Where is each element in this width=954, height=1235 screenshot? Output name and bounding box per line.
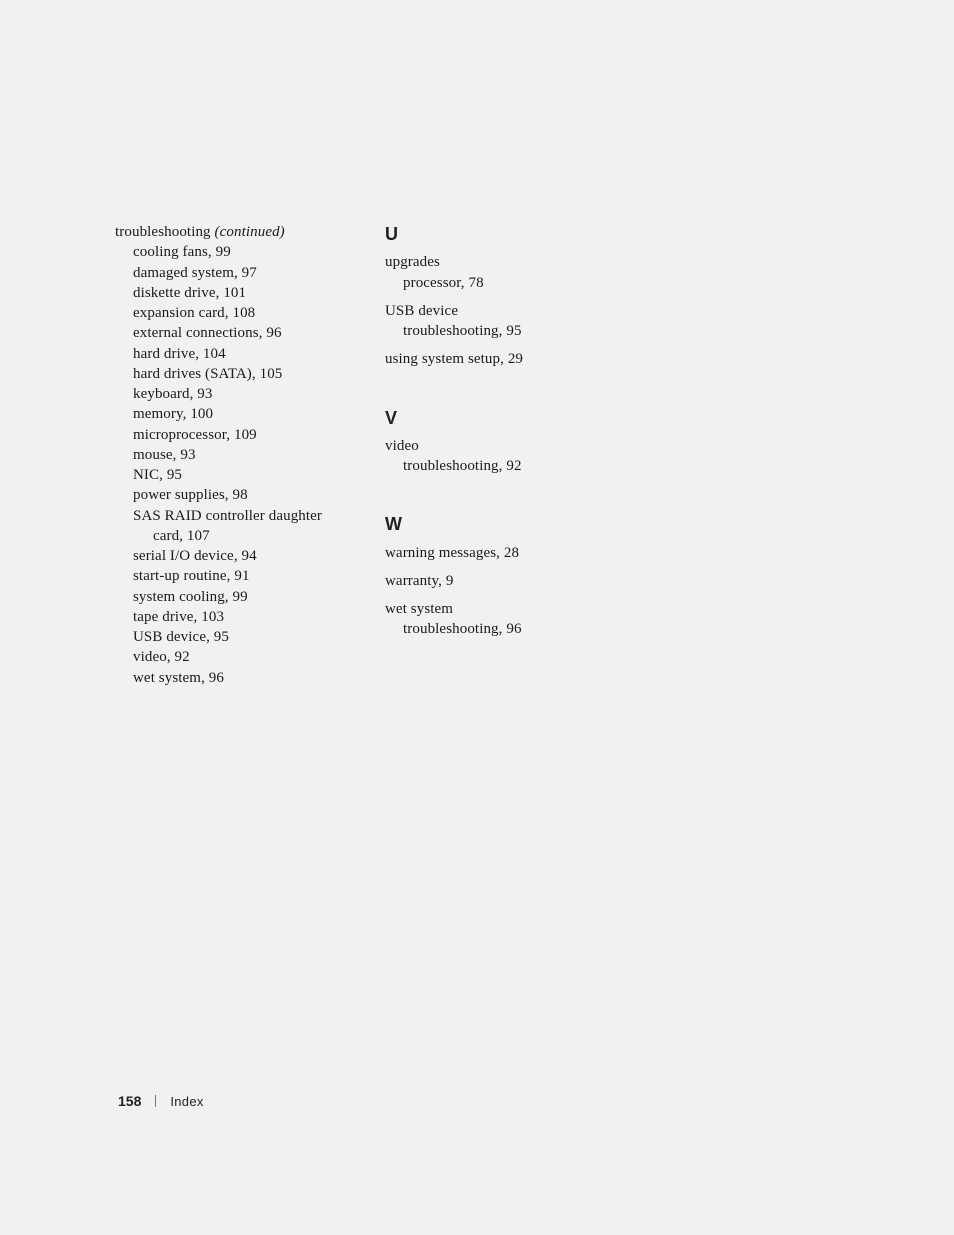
- index-subentry: troubleshooting, 96: [385, 619, 645, 639]
- index-subentry: hard drives (SATA), 105: [115, 364, 355, 384]
- page: troubleshooting (continued) cooling fans…: [0, 0, 954, 1235]
- index-subentry: expansion card, 108: [115, 303, 355, 323]
- index-section-letter: W: [385, 512, 645, 536]
- left-subentries: cooling fans, 99damaged system, 97disket…: [115, 242, 355, 688]
- right-column: Uupgradesprocessor, 78USB devicetroubles…: [385, 222, 645, 688]
- index-content: troubleshooting (continued) cooling fans…: [115, 222, 815, 688]
- index-section-letter: V: [385, 406, 645, 430]
- index-entry: using system setup, 29: [385, 349, 645, 369]
- index-section-letter: U: [385, 222, 645, 246]
- index-subentry: wet system, 96: [115, 668, 355, 688]
- index-subentry: USB device, 95: [115, 627, 355, 647]
- index-entry: warning messages, 28: [385, 543, 645, 563]
- footer-divider: [155, 1095, 156, 1107]
- index-subentry: video, 92: [115, 647, 355, 667]
- index-entry: warranty, 9: [385, 571, 645, 591]
- entry-term: troubleshooting: [115, 224, 211, 240]
- index-subentry: memory, 100: [115, 404, 355, 424]
- index-entry: wet system: [385, 599, 645, 619]
- page-number: 158: [118, 1093, 141, 1109]
- index-entry: USB device: [385, 301, 645, 321]
- index-subentry: SAS RAID controller daughter card, 107: [115, 506, 355, 547]
- index-subentry: mouse, 93: [115, 445, 355, 465]
- index-subentry: damaged system, 97: [115, 263, 355, 283]
- index-subentry: serial I/O device, 94: [115, 546, 355, 566]
- index-subentry: external connections, 96: [115, 323, 355, 343]
- entry-continued: (continued): [215, 224, 285, 240]
- index-subentry: tape drive, 103: [115, 607, 355, 627]
- index-entry: video: [385, 436, 645, 456]
- index-subentry: power supplies, 98: [115, 485, 355, 505]
- index-entry-troubleshooting: troubleshooting (continued): [115, 222, 355, 242]
- footer-section: Index: [170, 1094, 203, 1109]
- index-subentry: NIC, 95: [115, 465, 355, 485]
- index-subentry: system cooling, 99: [115, 587, 355, 607]
- index-entry: upgrades: [385, 252, 645, 272]
- index-subentry: troubleshooting, 92: [385, 456, 645, 476]
- index-subentry: keyboard, 93: [115, 384, 355, 404]
- index-subentry: microprocessor, 109: [115, 425, 355, 445]
- index-subentry: hard drive, 104: [115, 344, 355, 364]
- index-subentry: cooling fans, 99: [115, 242, 355, 262]
- left-column: troubleshooting (continued) cooling fans…: [115, 222, 355, 688]
- page-footer: 158 Index: [118, 1093, 204, 1109]
- index-subentry: processor, 78: [385, 273, 645, 293]
- index-subentry: troubleshooting, 95: [385, 321, 645, 341]
- index-subentry: start-up routine, 91: [115, 566, 355, 586]
- index-subentry: diskette drive, 101: [115, 283, 355, 303]
